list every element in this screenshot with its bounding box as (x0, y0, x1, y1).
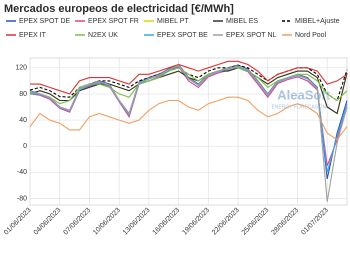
legend-label: EPEX SPOT FR (88, 18, 139, 25)
series-line (29, 63, 348, 180)
legend-label: N2EX UK (88, 32, 118, 39)
legend-label: Nord Pool (295, 32, 327, 39)
y-tick-label: 40 (19, 117, 27, 124)
series-line (29, 64, 348, 202)
series-line (29, 65, 348, 173)
x-tick-label: 07/06/2023 (62, 207, 92, 237)
legend-label: EPEX IT (19, 32, 47, 39)
x-tick-label: 10/06/2023 (92, 207, 122, 237)
series-line (29, 96, 348, 141)
x-tick-label: 28/06/2023 (270, 207, 300, 237)
series-line (29, 65, 348, 166)
y-tick-label: 80 (19, 91, 27, 98)
x-tick-label: 22/06/2023 (211, 207, 241, 237)
x-tick-label: 01/06/2023 (3, 207, 33, 237)
x-tick-label: 01/07/2023 (300, 207, 330, 237)
chart-title: Mercados europeos de electricidad [€/MWh… (4, 3, 234, 15)
y-tick-label: -80 (17, 195, 27, 202)
y-tick-label: 120 (15, 65, 27, 72)
y-tick-label: 0 (23, 143, 27, 150)
legend-label: MIBEL+Ajuste (295, 18, 340, 25)
x-tick-label: 04/06/2023 (33, 207, 63, 237)
x-tick-label: 19/06/2023 (181, 207, 211, 237)
legend-label: EPEX SPOT BE (157, 32, 208, 39)
legend-label: EPEX SPOT DE (19, 18, 71, 25)
x-tick-label: 13/06/2023 (122, 207, 152, 237)
x-tick-label: 25/06/2023 (241, 207, 271, 237)
legend-label: MIBEL ES (226, 18, 258, 25)
legend-label: MIBEL PT (157, 18, 189, 25)
legend-label: EPEX SPOT NL (226, 32, 277, 39)
x-tick-label: 16/06/2023 (152, 207, 182, 237)
watermark-sub: ENERGY FORECASTING (271, 104, 330, 110)
series-line (30, 60, 348, 95)
y-tick-label: -40 (17, 169, 27, 176)
